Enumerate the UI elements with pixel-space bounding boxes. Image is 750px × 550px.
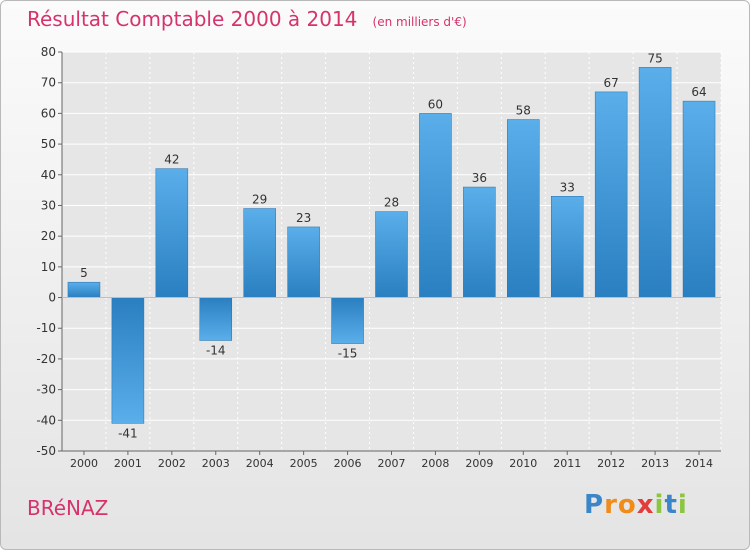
place-name: BRéNAZ <box>27 496 109 520</box>
bar-2001 <box>111 297 145 424</box>
data-label: 42 <box>164 153 179 167</box>
x-tick-label: 2010 <box>509 457 537 470</box>
bar-2002 <box>155 168 189 298</box>
data-label: 28 <box>384 196 399 210</box>
y-tick-label: -30 <box>36 383 56 397</box>
bar-2006 <box>331 297 364 344</box>
y-tick-label: -10 <box>36 321 56 335</box>
logo-letter: o <box>617 490 637 520</box>
bar-2007 <box>375 211 408 298</box>
y-tick-label: 50 <box>41 137 56 151</box>
data-label: 67 <box>604 76 619 90</box>
data-label: -14 <box>206 344 226 358</box>
bar-2009 <box>463 186 496 298</box>
x-tick-label: 2000 <box>70 457 98 470</box>
bar-2013 <box>638 67 672 298</box>
y-tick-label: -50 <box>36 444 56 458</box>
x-tick-label: 2012 <box>597 457 625 470</box>
data-label: 36 <box>472 171 487 185</box>
bar-2010 <box>507 119 540 298</box>
x-tick-label: 2009 <box>465 457 493 470</box>
y-tick-label: 60 <box>41 106 56 120</box>
data-label: -15 <box>338 347 358 361</box>
logo-letter: i <box>677 490 688 520</box>
y-tick-label: 70 <box>41 76 56 90</box>
x-tick-label: 2007 <box>378 457 406 470</box>
logo-letter: r <box>604 490 618 520</box>
x-tick-label: 2011 <box>553 457 581 470</box>
y-tick-label: 30 <box>41 198 56 212</box>
y-tick-label: -40 <box>36 413 56 427</box>
chart-title: Résultat Comptable 2000 à 2014 <box>27 7 358 31</box>
data-label: 58 <box>516 104 531 118</box>
title-line: Résultat Comptable 2000 à 2014 (en milli… <box>27 7 467 31</box>
data-label: 75 <box>647 51 662 65</box>
data-label: -41 <box>118 426 138 440</box>
x-tick-label: 2006 <box>334 457 362 470</box>
x-tick-label: 2003 <box>202 457 230 470</box>
y-tick-label: 80 <box>41 45 56 59</box>
bar-2000 <box>67 281 101 298</box>
x-tick-label: 2008 <box>421 457 449 470</box>
data-label: 23 <box>296 211 311 225</box>
y-tick-label: 0 <box>48 291 56 305</box>
bar-2005 <box>287 226 320 298</box>
logo-letter: x <box>636 490 655 520</box>
x-tick-label: 2002 <box>158 457 186 470</box>
chart-subtitle: (en milliers d'€) <box>372 15 467 29</box>
x-tick-label: 2001 <box>114 457 142 470</box>
y-tick-label: 40 <box>41 168 56 182</box>
logo-letter: i <box>654 490 665 520</box>
x-tick-label: 2014 <box>685 457 713 470</box>
bar-2008 <box>419 113 452 298</box>
bar-2004 <box>243 208 276 298</box>
bar-2014 <box>682 100 716 298</box>
data-label: 29 <box>252 193 267 207</box>
x-tick-label: 2005 <box>290 457 318 470</box>
y-tick-label: -20 <box>36 352 56 366</box>
x-tick-label: 2004 <box>246 457 274 470</box>
y-tick-label: 20 <box>41 229 56 243</box>
data-label: 64 <box>691 85 706 99</box>
data-label: 33 <box>560 180 575 194</box>
bar-2012 <box>594 91 628 298</box>
y-tick-label: 10 <box>41 260 56 274</box>
data-label: 60 <box>428 97 443 111</box>
proxiti-logo: Proxiti <box>584 490 688 520</box>
data-label: 5 <box>80 266 88 280</box>
logo-letter: t <box>664 490 678 520</box>
logo-letter: P <box>584 490 605 520</box>
x-tick-label: 2013 <box>641 457 669 470</box>
bar-2011 <box>550 196 584 298</box>
bar-2003 <box>199 297 233 341</box>
